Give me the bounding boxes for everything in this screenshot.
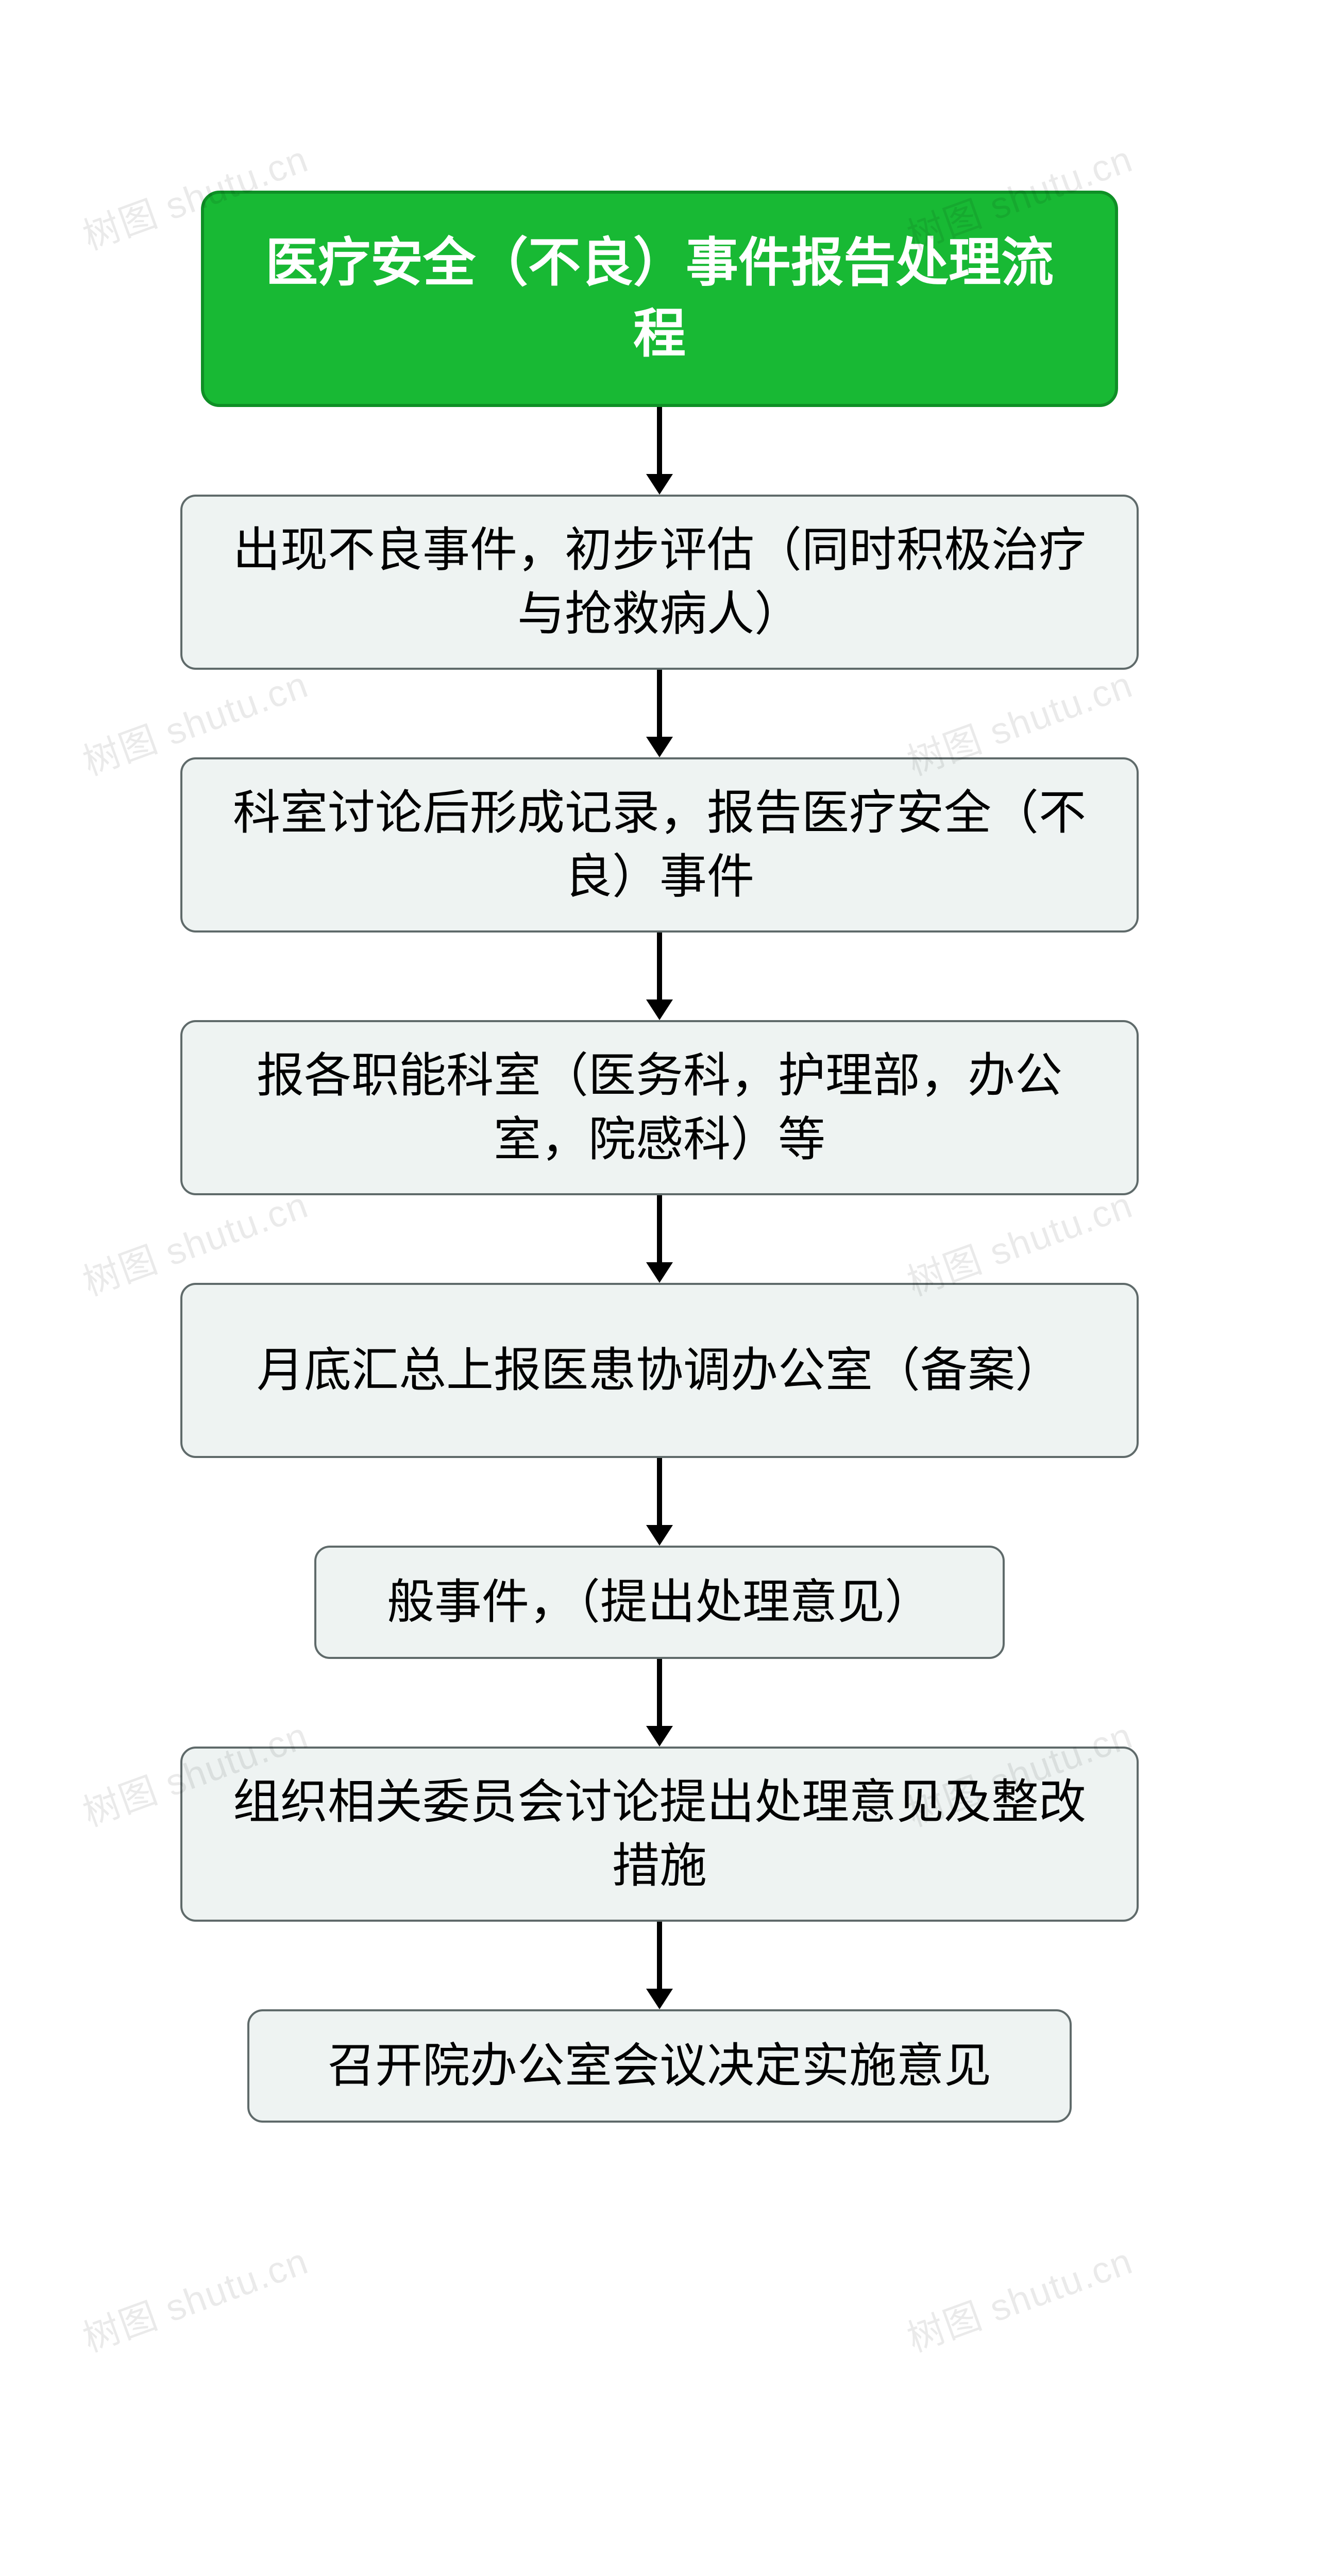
arrow-head — [646, 1726, 673, 1747]
flow-node-label: 月底汇总上报医患协调办公室（备案） — [257, 1338, 1062, 1402]
arrow-head — [646, 737, 673, 757]
flow-node-step5: 般事件，（提出处理意见） — [314, 1546, 1005, 1659]
flow-node-step2: 科室讨论后形成记录，报告医疗安全（不良）事件 — [180, 757, 1139, 933]
arrow-shaft — [657, 1195, 662, 1262]
arrow-shaft — [657, 1922, 662, 1989]
flow-arrow — [646, 407, 673, 495]
flow-arrow — [646, 933, 673, 1020]
flow-node-label: 组织相关委员会讨论提出处理意见及整改措施 — [224, 1770, 1095, 1898]
flow-node-label: 出现不良事件，初步评估（同时积极治疗与抢救病人） — [224, 518, 1095, 646]
arrow-shaft — [657, 670, 662, 737]
flow-node-label: 报各职能科室（医务科，护理部，办公室，院感科）等 — [224, 1044, 1095, 1172]
arrow-shaft — [657, 1659, 662, 1726]
flow-arrow — [646, 1659, 673, 1747]
arrow-head — [646, 1989, 673, 2009]
flow-arrow — [646, 1922, 673, 2009]
arrow-head — [646, 474, 673, 495]
flow-node-title: 医疗安全（不良）事件报告处理流程 — [201, 191, 1118, 407]
flow-node-label: 般事件，（提出处理意见） — [387, 1570, 932, 1634]
flow-node-step1: 出现不良事件，初步评估（同时积极治疗与抢救病人） — [180, 495, 1139, 670]
flow-node-step3: 报各职能科室（医务科，护理部，办公室，院感科）等 — [180, 1020, 1139, 1195]
arrow-shaft — [657, 1458, 662, 1525]
arrow-head — [646, 999, 673, 1020]
flow-arrow — [646, 1458, 673, 1546]
flow-node-step7: 召开院办公室会议决定实施意见 — [247, 2009, 1072, 2123]
flowchart-canvas: 树图 shutu.cn树图 shutu.cn树图 shutu.cn树图 shut… — [0, 0, 1319, 2576]
flow-arrow — [646, 1195, 673, 1283]
arrow-head — [646, 1525, 673, 1546]
flow-node-label: 科室讨论后形成记录，报告医疗安全（不良）事件 — [224, 781, 1095, 909]
flow-node-step6: 组织相关委员会讨论提出处理意见及整改措施 — [180, 1747, 1139, 1922]
watermark: 树图 shutu.cn — [899, 2231, 1139, 2362]
flow-arrow — [646, 670, 673, 757]
arrow-shaft — [657, 407, 662, 474]
watermark: 树图 shutu.cn — [74, 2231, 314, 2362]
flow-node-label: 医疗安全（不良）事件报告处理流程 — [250, 228, 1069, 369]
flow-node-label: 召开院办公室会议决定实施意见 — [328, 2034, 991, 2098]
arrow-head — [646, 1262, 673, 1283]
arrow-shaft — [657, 933, 662, 999]
flow-node-step4: 月底汇总上报医患协调办公室（备案） — [180, 1283, 1139, 1458]
